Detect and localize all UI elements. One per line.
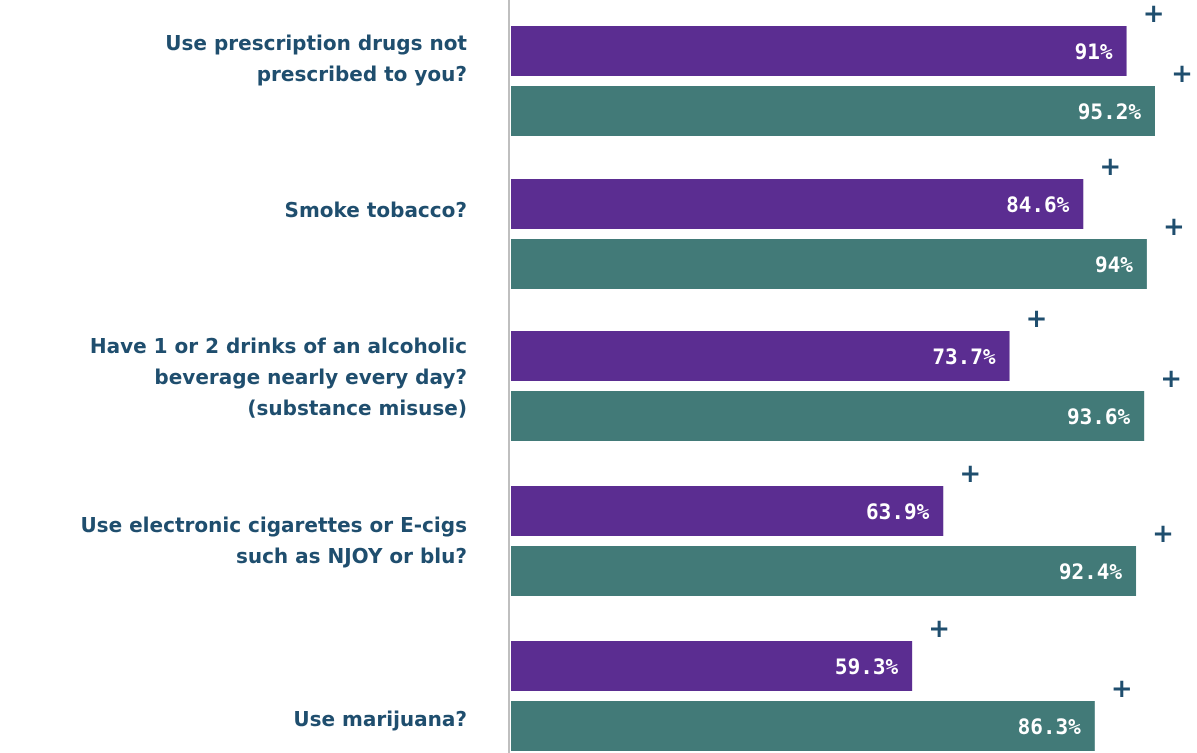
category-label: Smoke tobacco?	[285, 195, 467, 226]
bar-b-0	[511, 86, 1155, 136]
plus-marker: +	[1152, 519, 1174, 549]
category-label: Have 1 or 2 drinks of an alcoholic bevera…	[90, 331, 467, 424]
bar-a-3	[511, 486, 944, 536]
bar-b-3	[511, 546, 1137, 596]
category-label-line: Use electronic cigarettes or E-cigs	[80, 513, 467, 537]
plus-marker: +	[1111, 674, 1133, 704]
category-label-line: Have 1 or 2 drinks of an alcoholic	[89, 334, 467, 358]
category-label-line: prescribed to you?	[256, 62, 467, 86]
bar-b-4	[511, 701, 1095, 751]
category-label: Use prescription drugs not prescribed to …	[165, 28, 467, 90]
plus-marker: +	[1163, 212, 1185, 242]
bar-a-1	[511, 179, 1084, 229]
data-label: 84.6%	[1006, 193, 1070, 217]
data-label: 94%	[1095, 253, 1133, 277]
category-label-line: Use prescription drugs not	[165, 31, 467, 55]
plus-marker: +	[1143, 0, 1165, 29]
category-label-line: Use marijuana?	[293, 707, 467, 731]
bar-a-4	[511, 641, 913, 691]
plus-marker: +	[1171, 59, 1193, 89]
plus-marker: +	[959, 459, 981, 489]
category-label-line: (substance misuse)	[247, 396, 467, 420]
data-label: 92.4%	[1059, 560, 1123, 584]
bar-a-2	[511, 331, 1010, 381]
data-label: 63.9%	[866, 500, 930, 524]
plus-marker: +	[1026, 304, 1048, 334]
data-label: 93.6%	[1067, 405, 1131, 429]
plus-marker: +	[1099, 152, 1121, 182]
data-label: 73.7%	[932, 345, 996, 369]
plus-marker: +	[1160, 364, 1182, 394]
data-label: 91%	[1075, 40, 1113, 64]
category-label-line: Smoke tobacco?	[284, 198, 467, 222]
bar-a-0	[511, 26, 1127, 76]
category-label: Use marijuana?	[293, 704, 467, 735]
data-label: 95.2%	[1078, 100, 1142, 124]
plus-marker: +	[928, 614, 950, 644]
category-label-line: beverage nearly every day?	[154, 365, 467, 389]
bar-b-2	[511, 391, 1145, 441]
category-label-line: such as NJOY or blu?	[235, 544, 467, 568]
category-label: Use electronic cigarettes or E-cigs such …	[80, 510, 467, 572]
data-label: 59.3%	[835, 655, 899, 679]
data-label: 86.3%	[1018, 715, 1082, 739]
bar-b-1	[511, 239, 1147, 289]
